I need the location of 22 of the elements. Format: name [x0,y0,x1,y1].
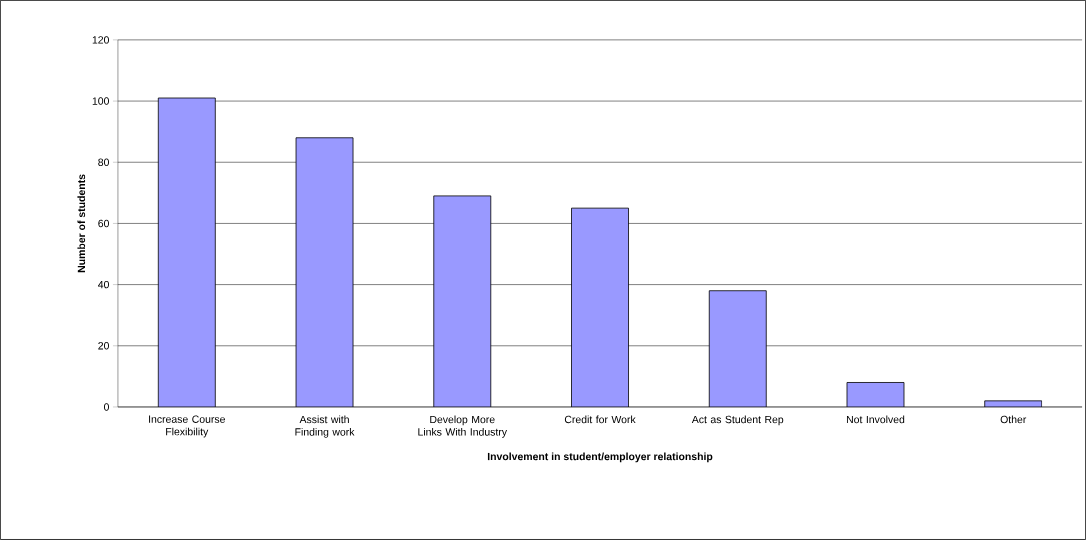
y-tick-label: 20 [98,342,109,350]
y-tick-label: 0 [103,403,109,411]
x-tick-label: Not Involved [846,415,905,424]
x-tick-label: Act as Student Rep [691,415,784,426]
bar [295,137,354,408]
bar [571,207,629,408]
y-axis-title: Number of students [77,174,86,273]
x-tick-label: Assist with Finding work [295,415,355,438]
bar [433,195,492,408]
x-tick-label: Other [1000,415,1027,424]
x-tick-label: Credit for Work [564,415,636,424]
x-axis-title: Involvement in student/employer relationship [487,452,713,463]
bar [846,382,905,408]
y-tick-label: 80 [98,158,109,167]
y-tick-label: 120 [92,36,109,44]
x-tick-label: Increase Course Flexibility [149,415,225,438]
bar [157,97,216,408]
y-tick-label: 100 [92,97,109,105]
y-tick-label: 40 [98,280,109,289]
x-tick-label: Develop More Links With Industry [418,415,508,438]
bar [708,290,767,408]
y-tick-label: 60 [98,219,109,228]
